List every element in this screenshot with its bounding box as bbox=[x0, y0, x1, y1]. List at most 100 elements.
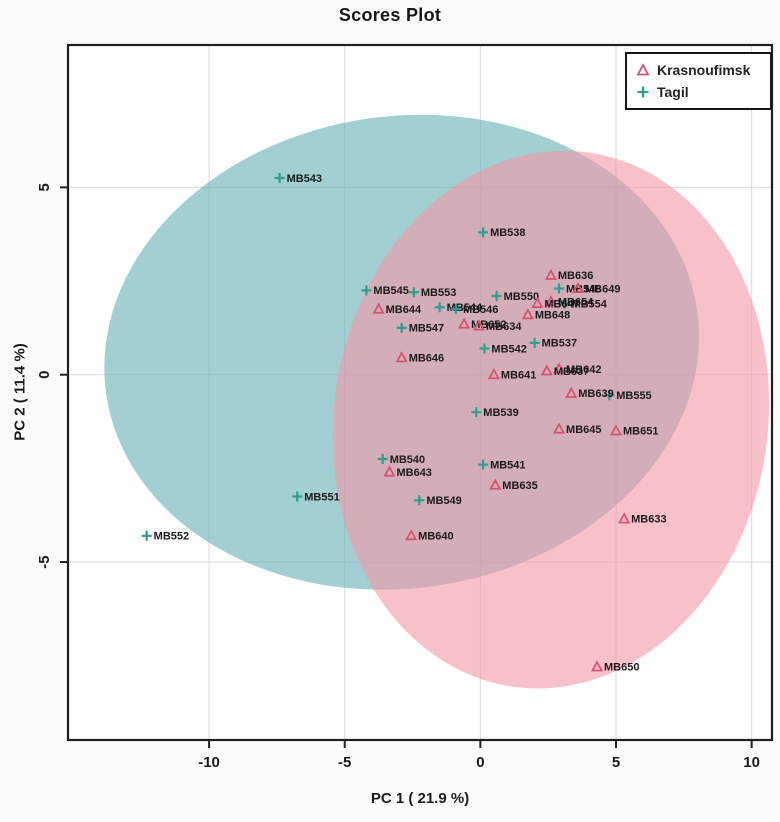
point-label: MB644 bbox=[386, 304, 422, 316]
point-label: MB538 bbox=[490, 227, 525, 239]
plot-border bbox=[66, 43, 774, 742]
triangle-icon bbox=[489, 478, 502, 490]
legend-item-krasnoufimsk: Krasnoufimsk bbox=[634, 59, 764, 81]
data-point-MB637: MB637 bbox=[540, 364, 589, 378]
triangle-icon bbox=[609, 424, 623, 436]
triangle-icon bbox=[571, 281, 585, 293]
triangle-icon bbox=[553, 422, 566, 434]
plus-icon bbox=[478, 227, 489, 238]
data-point-MB555: MB555 bbox=[604, 390, 652, 402]
y-axis-label: PC 2 ( 11.4 %) bbox=[11, 343, 29, 441]
point-label: MB539 bbox=[483, 407, 518, 419]
triangle-icon bbox=[395, 351, 408, 363]
point-label: MB554 bbox=[571, 298, 607, 310]
data-point-MB639: MB639 bbox=[565, 386, 614, 400]
plus-icon bbox=[396, 322, 407, 333]
point-label: MB643 bbox=[396, 467, 431, 479]
data-point-MB643: MB643 bbox=[383, 465, 432, 479]
point-label: MB550 bbox=[504, 291, 539, 303]
data-point-MB633: MB633 bbox=[618, 512, 667, 526]
ellipse-krasnoufimsk bbox=[332, 150, 770, 689]
point-label: MB540 bbox=[390, 454, 425, 466]
point-label: MB654 bbox=[558, 296, 594, 308]
data-point-MB553: MB553 bbox=[408, 287, 456, 299]
plus-icon bbox=[361, 285, 372, 296]
plus-icon bbox=[408, 287, 419, 298]
data-point-MB546: MB546 bbox=[450, 304, 498, 316]
legend-item-tagil: Tagil bbox=[634, 81, 764, 103]
data-point-MB635: MB635 bbox=[489, 478, 538, 492]
point-label: MB647 bbox=[544, 298, 579, 310]
x-tick-label: -10 bbox=[198, 754, 220, 771]
plus-icon bbox=[414, 495, 425, 506]
y-tick-label: -5 bbox=[36, 555, 53, 568]
triangle-icon bbox=[544, 268, 557, 280]
plus-icon bbox=[559, 298, 570, 309]
x-tick-label: 10 bbox=[743, 754, 760, 771]
data-point-MB644: MB644 bbox=[372, 302, 422, 316]
point-label: MB547 bbox=[409, 323, 444, 335]
point-label: MB551 bbox=[304, 491, 339, 503]
point-label: MB649 bbox=[585, 283, 620, 295]
data-point-MB554: MB554 bbox=[559, 298, 608, 310]
x-tick-label: -5 bbox=[338, 754, 351, 771]
point-label: MB637 bbox=[554, 366, 589, 378]
plus-icon bbox=[434, 302, 445, 313]
point-label: MB636 bbox=[558, 270, 593, 282]
plus-icon bbox=[377, 454, 388, 465]
plus-icon bbox=[292, 491, 303, 502]
data-point-MB651: MB651 bbox=[609, 424, 658, 438]
data-point-MB551: MB551 bbox=[292, 491, 340, 503]
legend-label-tagil: Tagil bbox=[657, 84, 689, 100]
point-label: MB641 bbox=[501, 370, 536, 382]
triangle-icon bbox=[487, 368, 500, 380]
chart-title: Scores Plot bbox=[338, 5, 442, 25]
triangle-marker-icon bbox=[636, 63, 650, 76]
point-label: MB648 bbox=[535, 310, 570, 322]
triangle-icon bbox=[590, 660, 604, 672]
triangle-icon bbox=[540, 364, 553, 376]
legend-label-krasnoufimsk: Krasnoufimsk bbox=[657, 62, 751, 78]
point-label: MB646 bbox=[409, 353, 444, 365]
plus-icon bbox=[478, 459, 489, 470]
triangle-icon bbox=[544, 295, 557, 307]
point-label: MB546 bbox=[463, 304, 498, 316]
point-label: MB633 bbox=[631, 514, 666, 526]
data-point-MB654: MB654 bbox=[544, 295, 594, 308]
triangle-icon bbox=[521, 308, 534, 320]
point-label: MB553 bbox=[421, 287, 456, 299]
y-tick-label: 5 bbox=[36, 183, 53, 191]
point-label: MB651 bbox=[623, 426, 658, 438]
legend: Krasnoufimsk Tagil bbox=[625, 52, 772, 110]
plus-icon bbox=[141, 530, 152, 541]
data-point-MB537: MB537 bbox=[529, 338, 577, 350]
data-point-MB552: MB552 bbox=[141, 530, 189, 543]
data-point-MB541: MB541 bbox=[478, 459, 526, 471]
data-point-MB645: MB645 bbox=[553, 422, 602, 436]
data-point-MB648: MB648 bbox=[521, 308, 570, 322]
plus-icon bbox=[604, 390, 615, 401]
data-point-MB549: MB549 bbox=[414, 495, 462, 507]
triangle-icon bbox=[553, 362, 566, 374]
data-point-MB649: MB649 bbox=[571, 281, 620, 295]
point-label: MB635 bbox=[502, 480, 537, 492]
point-label: MB549 bbox=[426, 495, 461, 507]
triangle-icon bbox=[458, 317, 471, 329]
data-point-MB642: MB642 bbox=[553, 362, 602, 376]
data-point-MB634: MB634 bbox=[472, 319, 522, 333]
data-point-MB636: MB636 bbox=[544, 268, 593, 282]
plus-icon bbox=[450, 304, 461, 315]
triangle-icon bbox=[531, 296, 544, 308]
data-point-MB640: MB640 bbox=[405, 529, 454, 543]
triangle-icon bbox=[383, 465, 396, 477]
point-label: MB552 bbox=[154, 531, 189, 543]
point-label: MB555 bbox=[616, 390, 651, 402]
point-label: MB542 bbox=[491, 343, 526, 355]
triangle-icon bbox=[618, 512, 631, 524]
x-tick-label: 5 bbox=[612, 754, 620, 771]
triangle-icon bbox=[472, 319, 486, 331]
data-point-MB641: MB641 bbox=[487, 368, 536, 382]
point-label: MB639 bbox=[578, 388, 613, 400]
